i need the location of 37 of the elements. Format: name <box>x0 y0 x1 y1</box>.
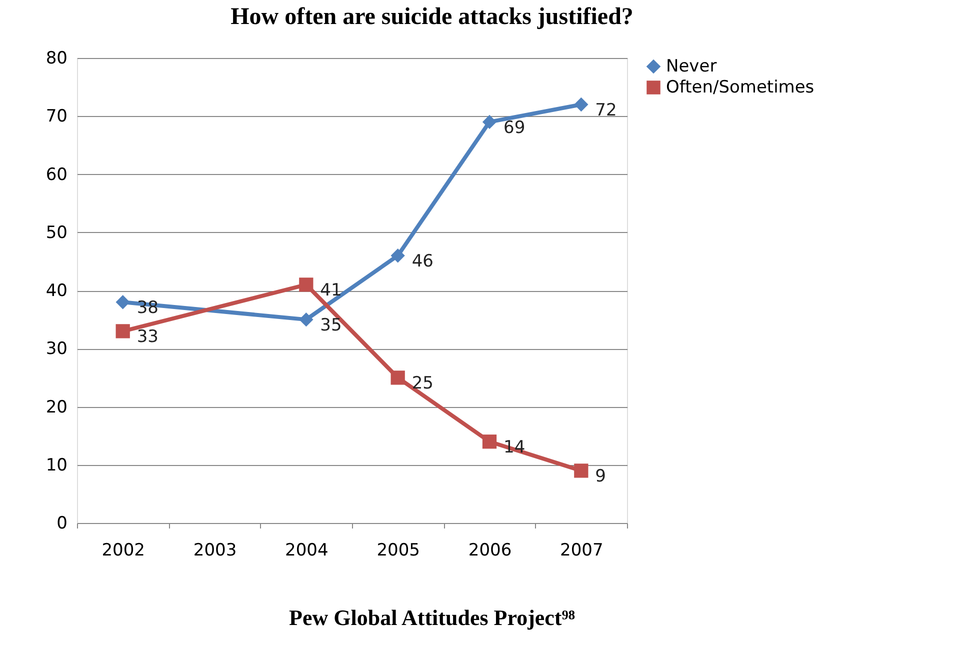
x-tick-label: 2005 <box>376 540 420 560</box>
y-tick-label: 10 <box>46 455 68 476</box>
point <box>482 434 497 449</box>
data-label: 72 <box>595 100 617 120</box>
point <box>574 97 588 112</box>
x-tick-label: 2002 <box>102 540 145 560</box>
point <box>574 464 588 478</box>
point <box>390 370 405 385</box>
legend-label: Often/Sometimes <box>666 78 814 98</box>
point <box>116 324 130 338</box>
data-label: 69 <box>504 118 526 138</box>
x-tick-label: 2006 <box>468 540 512 560</box>
point <box>482 114 497 130</box>
y-tick-label: 0 <box>56 514 68 534</box>
data-label: 33 <box>136 327 158 348</box>
y-tick-label: 30 <box>46 339 68 360</box>
data-label: 46 <box>412 252 434 272</box>
y-tick-label: 60 <box>46 164 68 185</box>
x-tick-label: 2007 <box>560 540 604 560</box>
point <box>299 312 314 327</box>
point <box>390 248 405 263</box>
y-tick-label: 80 <box>46 48 68 68</box>
chart-title: How often are suicide attacks justified? <box>230 4 634 30</box>
text: Pew Global Attitudes Project⁹⁸ <box>289 605 576 630</box>
y-tick-label: 40 <box>46 281 68 301</box>
y-tick-label: 20 <box>46 397 68 418</box>
data-label: 35 <box>320 316 342 336</box>
data-label: 41 <box>320 280 342 301</box>
y-tick-label: 70 <box>46 106 68 127</box>
legend-label: Never <box>666 56 717 76</box>
point <box>299 278 314 292</box>
point <box>116 295 130 310</box>
x-tick-label: 2003 <box>193 540 237 560</box>
data-label: 9 <box>595 466 606 487</box>
y-tick-label: 50 <box>46 222 68 243</box>
data-label: 25 <box>412 374 434 394</box>
x-tick-label: 2004 <box>285 540 328 560</box>
